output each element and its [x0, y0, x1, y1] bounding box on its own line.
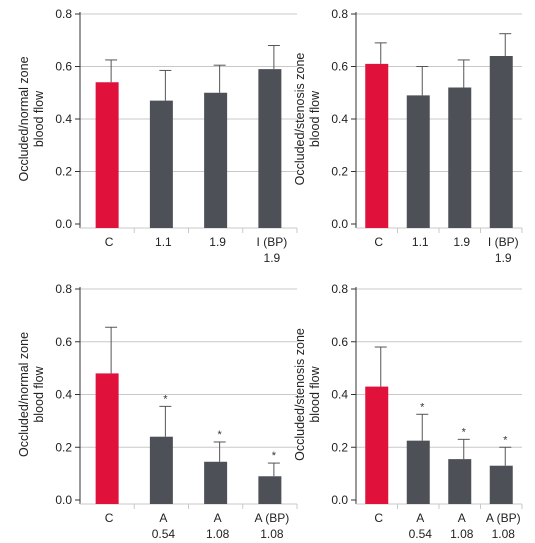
y-axis-label-line: blood flow [32, 365, 46, 422]
x-tick-label: C [105, 511, 114, 525]
y-tick-label: 0.0 [55, 217, 72, 231]
bar [406, 95, 430, 228]
x-tick-label: I (BP) [257, 235, 288, 249]
y-tick-label: 0.2 [331, 440, 348, 454]
x-tick-label: 1.08 [492, 527, 516, 541]
bar [95, 82, 119, 228]
bar [448, 459, 472, 504]
y-axis-label-line: blood flow [308, 90, 322, 147]
y-tick-label: 0.2 [55, 165, 72, 179]
bar [489, 465, 513, 504]
y-axis-label: Occluded/stenosis zoneblood flow [293, 53, 322, 186]
x-tick-label: 1.08 [260, 527, 284, 541]
x-tick-label: A [214, 511, 222, 525]
x-tick-label: A [416, 511, 424, 525]
y-axis-label: Occluded/stenosis zoneblood flow [293, 328, 322, 461]
x-tick-label: 0.54 [152, 527, 176, 541]
bar [365, 63, 389, 228]
y-tick-label: 0.4 [331, 112, 348, 126]
bar [258, 69, 282, 228]
x-tick-label: C [374, 235, 383, 249]
x-tick-label: 1.9 [495, 251, 512, 265]
x-tick-label: 0.54 [409, 527, 433, 541]
significance-marker: * [420, 401, 425, 413]
x-tick-label: A (BP) [486, 511, 521, 525]
y-axis-label-line: Occluded/normal zone [17, 332, 31, 457]
x-tick-label: 1.1 [412, 235, 429, 249]
y-tick-label: 0.0 [331, 217, 348, 231]
y-tick-label: 0.4 [55, 112, 72, 126]
y-tick-label: 0.8 [331, 7, 348, 21]
bar [406, 440, 430, 504]
y-axis-label: Occluded/normal zoneblood flow [17, 332, 46, 457]
bar [258, 476, 282, 504]
bar [204, 461, 228, 504]
x-tick-label: A (BP) [255, 511, 290, 525]
x-tick-label: A [458, 511, 466, 525]
x-tick-label: 1.08 [206, 527, 230, 541]
x-tick-label: 1.1 [155, 235, 172, 249]
bar [149, 100, 173, 228]
y-tick-label: 0.2 [331, 165, 348, 179]
bar [95, 373, 119, 504]
y-tick-label: 0.0 [331, 493, 348, 507]
y-tick-label: 0.6 [55, 60, 72, 74]
chart-panel-3: 0.0 0.2 0.4 0.6 0.8 Occluded/normal zoneblood… [17, 282, 298, 541]
y-axis-label-line: Occluded/stenosis zone [293, 328, 307, 461]
y-tick-label: 0.8 [55, 7, 72, 21]
x-tick-label: 1.9 [264, 251, 281, 265]
x-tick-label: C [374, 511, 383, 525]
x-tick-label: A [159, 511, 167, 525]
x-tick-label: 1.9 [209, 235, 226, 249]
significance-marker: * [503, 434, 508, 446]
y-tick-label: 0.8 [55, 282, 72, 296]
chart-panel-2: 0.0 0.2 0.4 0.6 0.8 Occluded/stenosis zoneblo… [293, 7, 523, 265]
y-axis-label-line: blood flow [32, 90, 46, 147]
y-axis-label-line: Occluded/stenosis zone [293, 53, 307, 186]
significance-marker: * [272, 450, 277, 462]
significance-marker: * [163, 393, 168, 405]
y-tick-label: 0.0 [55, 493, 72, 507]
bar [365, 386, 389, 504]
bar [448, 87, 472, 228]
x-tick-label: I (BP) [488, 235, 519, 249]
x-tick-label: C [105, 235, 114, 249]
y-axis-label-line: blood flow [308, 365, 322, 422]
significance-marker: * [462, 426, 467, 438]
chart-panel-4: 0.0 0.2 0.4 0.6 0.8 Occluded/stenosis zoneblo… [293, 282, 523, 541]
bar [204, 92, 228, 228]
bar [149, 436, 173, 504]
y-tick-label: 0.6 [331, 60, 348, 74]
y-axis-label-line: Occluded/normal zone [17, 56, 31, 181]
y-tick-label: 0.6 [55, 335, 72, 349]
y-tick-label: 0.2 [55, 440, 72, 454]
bar [489, 56, 513, 228]
x-tick-label: 1.9 [453, 235, 470, 249]
x-tick-label: 1.08 [450, 527, 474, 541]
y-tick-label: 0.6 [331, 335, 348, 349]
y-tick-label: 0.8 [331, 282, 348, 296]
y-axis-label: Occluded/normal zoneblood flow [17, 56, 46, 181]
y-tick-label: 0.4 [331, 388, 348, 402]
y-tick-label: 0.4 [55, 388, 72, 402]
significance-marker: * [217, 429, 222, 441]
chart-panel-1: 0.0 0.2 0.4 0.6 0.8 Occluded/normal zoneblood… [17, 7, 298, 265]
